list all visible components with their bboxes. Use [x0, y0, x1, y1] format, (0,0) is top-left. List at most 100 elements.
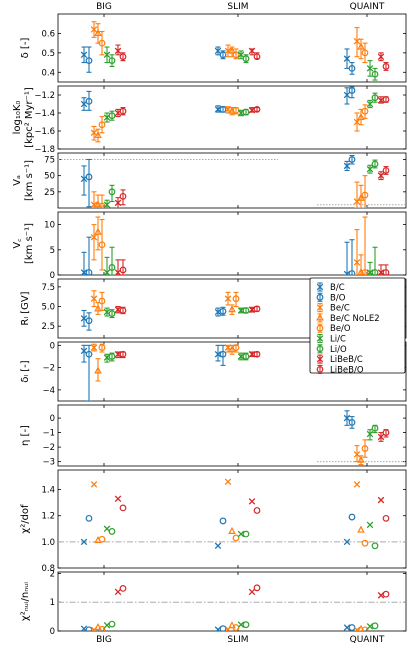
series-li-o — [108, 246, 379, 275]
series-be-o — [98, 30, 369, 64]
series-b-c — [80, 46, 351, 69]
data-point — [85, 514, 93, 522]
data-point — [242, 55, 250, 63]
data-point — [348, 64, 356, 72]
legend-label: LiBeB/C — [330, 355, 363, 365]
data-point — [242, 307, 250, 314]
data-point — [237, 530, 245, 538]
data-point — [119, 107, 127, 115]
data-point — [214, 106, 222, 113]
panel-deltal: −4 −2 0 δₗ [-] — [20, 341, 407, 402]
data-point — [253, 584, 261, 592]
series-li-c — [103, 352, 245, 363]
data-point — [366, 430, 374, 438]
series-li-o — [108, 92, 379, 121]
data-point — [382, 514, 390, 522]
y-tick-label: 10 — [44, 221, 55, 231]
series-b-o — [85, 624, 356, 631]
series-libeb-c — [114, 96, 385, 118]
y-axis-label: Rₗ [GV] — [20, 291, 31, 325]
series-libeb-o — [119, 259, 390, 275]
data-point — [253, 305, 261, 313]
bottom-group-label: SLIM — [227, 635, 248, 645]
y-tick-label: −1.4 — [34, 109, 55, 119]
y-tick-label: 0.5 — [41, 49, 55, 59]
top-group-label: QUAINT — [350, 2, 385, 12]
y-tick-label: 75 — [44, 155, 55, 165]
data-point — [361, 107, 369, 115]
legend-marker — [316, 324, 324, 332]
panel-delta: 0.4 0.5 0.6 δ [-] — [20, 13, 407, 83]
y-tick-label: −1.2 — [34, 91, 55, 101]
data-point — [357, 455, 365, 463]
data-point — [80, 347, 88, 355]
legend-label: B/O — [330, 293, 346, 303]
data-point — [119, 504, 127, 512]
series-be-o — [98, 216, 369, 275]
y-axis-label: [kpc² Myr⁻¹] — [24, 87, 35, 148]
series-be-c-nole2 — [94, 216, 365, 275]
data-point — [248, 47, 256, 55]
y-tick-label: 1.0 — [41, 538, 55, 548]
series-libeb-o — [119, 504, 390, 522]
y-axis-label: [km s⁻¹] — [24, 160, 35, 201]
series-be-c-nole2 — [94, 302, 236, 315]
legend: B/CB/OBe/CBe/C NoLE2Be/OLi/CLi/OLiBeB/CL… — [309, 277, 406, 375]
data-point — [119, 53, 127, 61]
data-point — [214, 47, 222, 55]
series-be-c — [90, 21, 361, 58]
data-point — [219, 105, 227, 113]
data-point — [119, 350, 127, 358]
data-point — [90, 344, 98, 351]
bottom-group-label: BIG — [96, 635, 112, 645]
data-points — [80, 86, 390, 143]
series-li-c — [103, 164, 374, 208]
data-point — [108, 112, 116, 120]
data-point — [348, 270, 356, 275]
panel-chi2: 0.8 1.0 1.2 1.4 χ²/dof — [20, 469, 407, 574]
y-axis-label: δₗ [-] — [20, 360, 31, 382]
data-points — [80, 343, 261, 401]
data-point — [98, 39, 106, 47]
legend-entry: LiBeB/O — [316, 364, 364, 375]
legend-label: Be/C — [330, 304, 350, 314]
y-tick-label: −2 — [42, 364, 55, 374]
series-be-o — [98, 104, 369, 134]
y-axis-label: V꜀ — [12, 238, 23, 249]
series-be-c — [90, 343, 232, 353]
data-point — [108, 264, 116, 271]
panel-frame — [57, 469, 407, 569]
legend-marker — [316, 366, 324, 373]
legend-entry: B/C — [316, 282, 345, 293]
data-point — [382, 63, 390, 70]
y-tick-label: 0 — [50, 341, 55, 351]
y-axis-label: χ²ₙᵤᵢ/nₙᵤᵢ — [20, 582, 31, 621]
data-point — [114, 47, 122, 55]
data-point — [343, 162, 351, 170]
series-li-o — [371, 424, 379, 434]
legend-marker — [316, 355, 324, 363]
data-point — [90, 26, 98, 33]
legend-entry: B/O — [316, 292, 346, 303]
data-points — [80, 216, 390, 275]
data-point — [361, 539, 369, 547]
series-li-c — [103, 99, 374, 123]
series-be-o — [98, 624, 369, 631]
legend-label: B/C — [330, 283, 345, 293]
y-tick-label: 0.4 — [41, 68, 55, 78]
data-point — [80, 269, 88, 275]
legend-label: Be/O — [330, 324, 351, 334]
data-point — [90, 481, 98, 488]
data-point — [219, 625, 227, 631]
y-tick-label: 0.8 — [41, 564, 55, 574]
data-point — [119, 585, 127, 592]
data-point — [371, 424, 379, 432]
data-point — [382, 96, 390, 103]
series-be-c-nole2 — [357, 455, 365, 466]
series-libeb-c — [114, 350, 256, 359]
series-li-o — [108, 307, 250, 319]
series-be-o — [98, 291, 240, 312]
data-point — [108, 57, 116, 65]
y-tick-label: 2.5 — [41, 322, 55, 332]
data-point — [114, 199, 122, 207]
